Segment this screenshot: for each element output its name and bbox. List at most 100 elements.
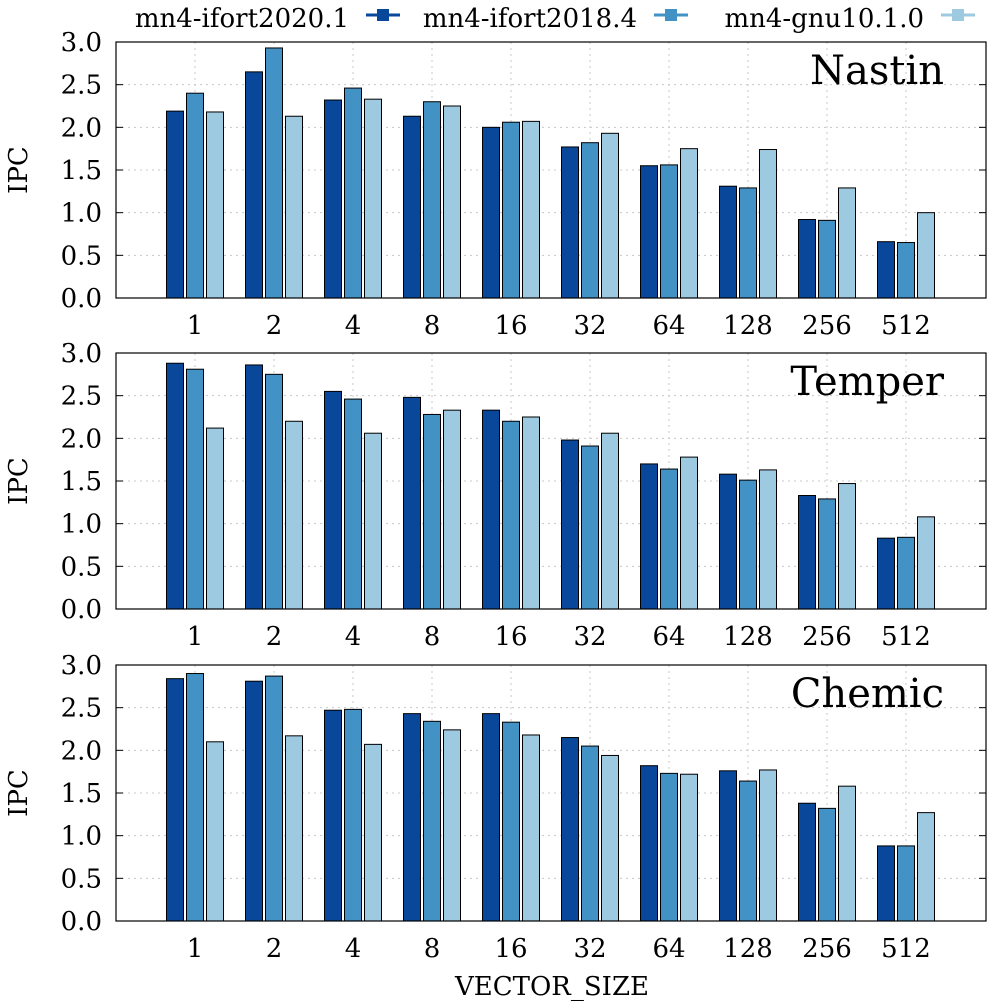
- bar-temper-1-1: [166, 362, 184, 610]
- bar-nastin-2-32: [581, 142, 599, 299]
- bar-chemic-3-128: [759, 769, 777, 922]
- bar-temper-1-128: [719, 473, 737, 610]
- bar-nastin-3-512: [917, 212, 935, 299]
- xtick-label: 4: [345, 311, 362, 341]
- ytick-label: 2.0: [61, 113, 102, 143]
- bar-nastin-1-512: [877, 241, 895, 299]
- bar-temper-3-8: [443, 409, 461, 610]
- bar-chemic-3-32: [601, 754, 619, 922]
- chart-panels: 0.00.51.01.52.02.53.01 2 4 8 16 32 64 128 256 512…: [4, 28, 987, 964]
- xtick-label: 1: [187, 311, 204, 341]
- bar-nastin-3-4: [364, 98, 382, 299]
- bar-nastin-2-8: [423, 101, 441, 299]
- bar-chemic-2-64: [660, 772, 678, 922]
- xtick-label: 2: [266, 622, 283, 652]
- bar-nastin-3-1: [206, 111, 224, 299]
- xtick-label: 128: [723, 934, 773, 964]
- xtick-label: 64: [652, 622, 685, 652]
- bar-temper-1-4: [324, 390, 342, 610]
- bar-temper-2-8: [423, 413, 441, 610]
- bar-nastin-3-2: [285, 115, 303, 299]
- bar-nastin-1-256: [798, 218, 816, 299]
- y-axis-label: IPC: [4, 769, 34, 817]
- bar-chemic-2-128: [739, 780, 757, 922]
- ytick-label: 0.5: [61, 864, 102, 894]
- bar-chemic-1-128: [719, 770, 737, 922]
- bar-temper-2-1: [186, 368, 204, 610]
- panel-temper: 0.0 0.5 1.0 1.5 2.0 2.5 3.0 1 2 4 8 16 32 64 128 256 512…: [4, 339, 987, 652]
- panel-chemic: 0.0 0.5 1.0 1.5 2.0 2.5 3.0 1 2 4 8 16 32 64 128 256 512…: [4, 651, 987, 964]
- bar-temper-2-256: [818, 498, 836, 610]
- xtick-label: 64: [652, 311, 685, 341]
- ytick-label: 1.0: [61, 199, 102, 229]
- y-axis-label: IPC: [4, 146, 34, 194]
- bar-nastin-1-4: [324, 99, 342, 299]
- bar-chemic-2-8: [423, 720, 441, 922]
- bar-chemic-1-4: [324, 709, 342, 922]
- bar-nastin-2-512: [897, 242, 915, 299]
- xtick-label: 2: [266, 311, 283, 341]
- bar-nastin-1-2: [245, 71, 263, 299]
- ytick-label: 1.0: [61, 510, 102, 540]
- bar-chemic-1-64: [640, 765, 658, 922]
- bar-temper-3-1: [206, 427, 224, 610]
- panel-title: Nastin: [810, 48, 944, 94]
- bar-temper-3-64: [680, 456, 698, 610]
- panel-nastin: 0.0 0.5 1.0 1.5 2.0 2.5 3.0 1 2 4 8 16 32 64 128 256 512…: [4, 28, 987, 341]
- bar-temper-2-128: [739, 479, 757, 610]
- bar-chemic-2-4: [344, 708, 362, 922]
- bar-chemic-3-64: [680, 773, 698, 922]
- xtick-label: 16: [494, 934, 527, 964]
- legend-label-3: mn4-gnu10.1.0: [724, 4, 924, 34]
- xtick-label: 128: [723, 311, 773, 341]
- legend-swatch-1: [377, 9, 389, 21]
- bar-temper-1-64: [640, 463, 658, 610]
- panel-title: Chemic: [791, 671, 944, 717]
- bar-chemic-3-4: [364, 743, 382, 922]
- xtick-label: 4: [345, 934, 362, 964]
- bar-nastin-3-8: [443, 105, 461, 299]
- ytick-label: 3.0: [61, 28, 102, 58]
- bar-nastin-2-1: [186, 92, 204, 299]
- bar-chemic-1-256: [798, 802, 816, 922]
- bar-temper-2-2: [265, 373, 283, 610]
- bar-nastin-1-16: [482, 126, 500, 299]
- bar-nastin-3-32: [601, 132, 619, 299]
- legend: mn4-ifort2020.1 mn4-ifort2018.4 mn4-gnu10.…: [135, 4, 975, 34]
- bar-chemic-1-32: [561, 737, 579, 922]
- bar-nastin-3-16: [522, 120, 540, 299]
- ytick-label: 0.5: [61, 552, 102, 582]
- bar-chemic-1-16: [482, 713, 500, 922]
- bar-chemic-2-512: [897, 845, 915, 922]
- bar-temper-1-512: [877, 537, 895, 610]
- bar-nastin-3-128: [759, 149, 777, 299]
- xtick-label: 8: [424, 622, 441, 652]
- bar-nastin-1-1: [166, 110, 184, 299]
- bar-temper-2-512: [897, 536, 915, 610]
- bar-nastin-1-64: [640, 165, 658, 299]
- xtick-label: 512: [881, 622, 931, 652]
- bar-temper-3-2: [285, 420, 303, 610]
- bar-nastin-3-256: [838, 187, 856, 299]
- xtick-label: 8: [424, 311, 441, 341]
- xtick-label: 16: [494, 311, 527, 341]
- bar-chemic-1-8: [403, 713, 421, 922]
- bar-temper-1-2: [245, 364, 263, 610]
- panel-title: Temper: [790, 359, 944, 405]
- bar-chemic-1-512: [877, 845, 895, 922]
- xtick-label: 256: [802, 622, 852, 652]
- ytick-label: 3.0: [61, 651, 102, 681]
- ytick-label: 0.0: [61, 595, 102, 625]
- legend-label-2: mn4-ifort2018.4: [423, 4, 637, 34]
- bar-chemic-2-256: [818, 807, 836, 922]
- bar-nastin-3-64: [680, 148, 698, 299]
- ytick-label: 2.0: [61, 736, 102, 766]
- y-axis-label: IPC: [4, 457, 34, 505]
- x-axis-label: VECTOR_SIZE: [454, 972, 649, 1002]
- bar-temper-2-64: [660, 468, 678, 610]
- bar-chemic-3-1: [206, 741, 224, 922]
- xtick-label: 8: [424, 934, 441, 964]
- plot-frame: [115, 41, 987, 299]
- legend-swatch-2: [665, 9, 677, 21]
